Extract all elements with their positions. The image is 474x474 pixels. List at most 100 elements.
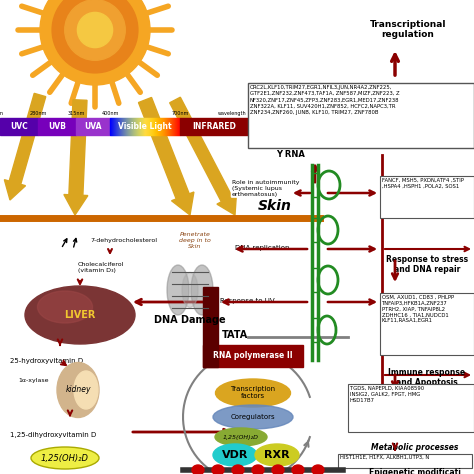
- Polygon shape: [64, 100, 88, 215]
- Bar: [148, 118, 149, 135]
- Ellipse shape: [57, 363, 99, 418]
- Ellipse shape: [213, 444, 257, 466]
- Bar: [174, 118, 175, 135]
- Bar: [168, 118, 169, 135]
- Text: 1α-xylase: 1α-xylase: [18, 378, 48, 383]
- Circle shape: [65, 0, 125, 60]
- Bar: [178, 118, 179, 135]
- Bar: [142, 118, 143, 135]
- Ellipse shape: [215, 428, 267, 446]
- Polygon shape: [138, 98, 194, 215]
- Bar: [163, 118, 164, 135]
- Text: TATA: TATA: [222, 330, 248, 340]
- Ellipse shape: [292, 465, 304, 474]
- FancyBboxPatch shape: [248, 83, 474, 148]
- Bar: [137, 118, 138, 135]
- Bar: [159, 118, 160, 135]
- Bar: [175, 118, 176, 135]
- Text: Response to UV: Response to UV: [220, 298, 274, 304]
- FancyBboxPatch shape: [380, 176, 474, 218]
- Ellipse shape: [191, 265, 213, 315]
- Bar: [154, 118, 155, 135]
- Bar: [123, 118, 124, 135]
- Text: Metabolic processes: Metabolic processes: [371, 443, 459, 452]
- Text: UVA: UVA: [84, 122, 102, 131]
- Text: ORC2L,KLF10,TRIM27,EGR1,NFIL3,JUN,NR4A2,ZNF225,
GTF2E1,ZNF232,ZNF473,TAF1A, ZNF5: ORC2L,KLF10,TRIM27,EGR1,NFIL3,JUN,NR4A2,…: [250, 85, 400, 115]
- Bar: [112, 118, 113, 135]
- Bar: [158, 118, 159, 135]
- Bar: [153, 118, 154, 135]
- FancyBboxPatch shape: [348, 384, 474, 432]
- Bar: [145, 118, 146, 135]
- Bar: [116, 118, 117, 135]
- Bar: [161, 118, 162, 135]
- Bar: [156, 118, 157, 135]
- Circle shape: [77, 12, 113, 47]
- Text: DNA replication: DNA replication: [235, 245, 290, 251]
- Bar: [134, 118, 135, 135]
- Bar: [115, 118, 116, 135]
- Bar: [136, 118, 137, 135]
- Bar: [111, 118, 112, 135]
- Circle shape: [40, 0, 150, 85]
- Text: nm: nm: [0, 111, 4, 116]
- Bar: [173, 118, 174, 135]
- Text: 280nm: 280nm: [29, 111, 46, 116]
- Text: TGDS, NAPEPLD, KIAA08590
INSIG2, GALK2, FPGT, HMG
HSD17B7: TGDS, NAPEPLD, KIAA08590 INSIG2, GALK2, …: [350, 386, 424, 402]
- Circle shape: [52, 0, 138, 73]
- Bar: [160, 118, 161, 135]
- Text: Role in autoimmunity
(Systemic lupus
erthematosus): Role in autoimmunity (Systemic lupus ert…: [232, 180, 300, 197]
- Ellipse shape: [213, 405, 293, 429]
- Bar: [170, 118, 171, 135]
- Text: VDR: VDR: [222, 450, 248, 460]
- Ellipse shape: [167, 265, 189, 315]
- Text: Transcription
factors: Transcription factors: [230, 386, 275, 400]
- Bar: [179, 118, 180, 135]
- Ellipse shape: [74, 371, 98, 409]
- Text: 400nm: 400nm: [101, 111, 118, 116]
- Bar: [38, 118, 76, 135]
- Ellipse shape: [232, 465, 244, 474]
- Ellipse shape: [272, 465, 284, 474]
- Bar: [203, 287, 218, 367]
- Bar: [128, 118, 129, 135]
- Text: HIST1H1E, H1FX, ALKBH1,UTP3, N: HIST1H1E, H1FX, ALKBH1,UTP3, N: [340, 455, 429, 460]
- Ellipse shape: [25, 286, 135, 344]
- Ellipse shape: [31, 447, 99, 469]
- Text: OSM, AXUD1, CD83 , PHLPP
TNFAIP3,HFKB1A,ZNF237
PTRH2, XIAP, TNFAIP8L2
ZDHHC16 , : OSM, AXUD1, CD83 , PHLPP TNFAIP3,HFKB1A,…: [382, 295, 454, 323]
- Ellipse shape: [212, 465, 224, 474]
- Text: UVC: UVC: [10, 122, 28, 131]
- Text: Immune response
and Apoptosis: Immune response and Apoptosis: [388, 368, 465, 387]
- Bar: [165, 118, 166, 135]
- Bar: [149, 118, 150, 135]
- Bar: [177, 118, 178, 135]
- FancyBboxPatch shape: [380, 293, 474, 355]
- Bar: [176, 118, 177, 135]
- Text: 25-hydroxyvitamin D: 25-hydroxyvitamin D: [10, 358, 83, 364]
- Bar: [141, 118, 142, 135]
- Bar: [162, 118, 163, 135]
- Bar: [138, 118, 139, 135]
- Polygon shape: [4, 93, 46, 200]
- Text: Coregulators: Coregulators: [231, 414, 275, 420]
- Bar: [171, 118, 172, 135]
- Bar: [132, 118, 133, 135]
- Text: INFRARED: INFRARED: [192, 122, 236, 131]
- Text: 700nm: 700nm: [171, 111, 189, 116]
- Bar: [147, 118, 148, 135]
- Ellipse shape: [192, 465, 204, 474]
- Text: Epigenetic modificati: Epigenetic modificati: [369, 468, 461, 474]
- Text: 7-dehydrocholesterol: 7-dehydrocholesterol: [90, 238, 157, 243]
- Bar: [76, 118, 110, 135]
- Bar: [152, 118, 153, 135]
- Bar: [139, 118, 140, 135]
- Bar: [135, 118, 136, 135]
- Text: Response to stress
and DNA repair: Response to stress and DNA repair: [386, 255, 468, 274]
- Text: RNA polymerase II: RNA polymerase II: [213, 352, 293, 361]
- Bar: [203, 345, 303, 367]
- Text: Visible Light: Visible Light: [118, 122, 172, 131]
- Bar: [144, 118, 145, 135]
- Text: FANCF, MSH5, PXDN,ATF4 ,STIP
,HSPA4 ,HSPH1 ,POLA2, SOS1: FANCF, MSH5, PXDN,ATF4 ,STIP ,HSPA4 ,HSP…: [382, 178, 464, 189]
- Text: 1,25-dihydroxyvitamin D: 1,25-dihydroxyvitamin D: [10, 432, 96, 438]
- Bar: [119, 118, 120, 135]
